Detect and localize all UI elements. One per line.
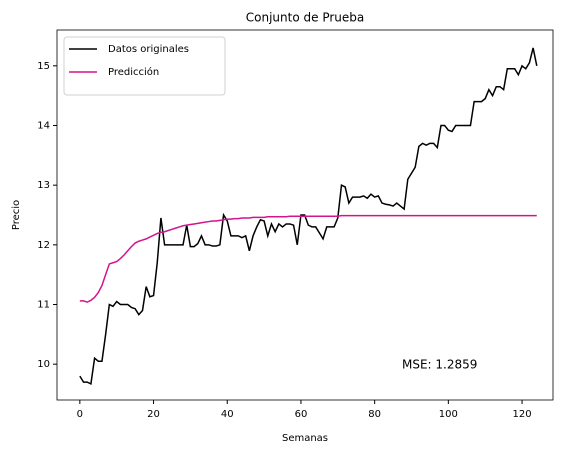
y-tick-label: 10: [37, 359, 50, 370]
x-tick-label: 0: [77, 409, 83, 420]
annotation: MSE: 1.2859: [402, 358, 477, 372]
legend-label: Datos originales: [108, 44, 189, 55]
series-line: [79, 214, 537, 303]
y-tick-label: 12: [37, 240, 50, 251]
x-tick-label: 60: [295, 409, 308, 420]
y-tick-label: 14: [37, 120, 50, 131]
x-tick-label: 40: [221, 409, 234, 420]
x-axis-label: Semanas: [282, 433, 328, 444]
chart-title: Conjunto de Prueba: [246, 11, 364, 25]
y-tick-label: 11: [37, 300, 50, 311]
legend-label: Predicción: [108, 66, 159, 78]
x-tick-label: 100: [439, 409, 458, 420]
legend-box: [63, 36, 226, 96]
y-tick-label: 13: [37, 180, 50, 191]
x-tick-label: 20: [147, 409, 160, 420]
y-tick-label: 15: [37, 61, 50, 72]
x-tick-label: 120: [512, 409, 531, 420]
y-axis-label: Precio: [11, 200, 22, 230]
x-tick-label: 80: [368, 409, 381, 420]
axes-frame: [56, 29, 554, 401]
series-line: [79, 47, 538, 386]
